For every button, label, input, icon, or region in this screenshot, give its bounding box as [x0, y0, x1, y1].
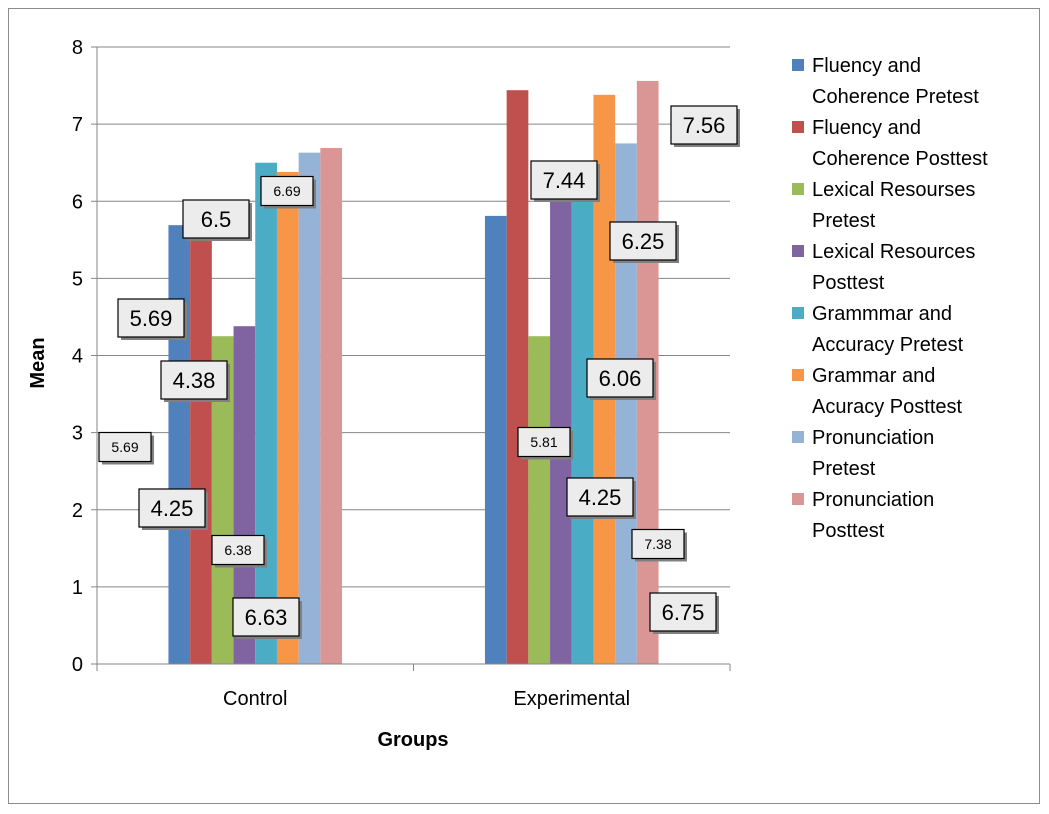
legend-swatch — [792, 183, 804, 195]
legend-label: Fluency and — [812, 117, 921, 139]
bar — [168, 225, 191, 664]
y-tick-label: 2 — [72, 500, 83, 522]
data-label: 6.25 — [622, 229, 665, 254]
legend-label: Coherence Posttest — [812, 148, 988, 170]
bar — [320, 148, 343, 664]
legend-label: Acuracy Posttest — [812, 396, 963, 418]
data-label: 5.69 — [130, 306, 173, 331]
data-label: 7.44 — [543, 168, 586, 193]
legend-swatch — [792, 493, 804, 505]
data-label-box — [117, 298, 185, 338]
data-label-box — [609, 221, 677, 261]
y-tick-label: 7 — [72, 114, 83, 136]
data-label-box — [586, 358, 654, 398]
legend-label: Lexical Resourses — [812, 179, 975, 201]
legend-label: Posttest — [812, 520, 885, 542]
legend: Fluency and Coherence Pretest Fluency and C… — [792, 55, 988, 542]
data-label-box — [517, 426, 571, 458]
bar — [190, 225, 212, 664]
legend-label: Grammmar and — [812, 303, 952, 325]
bar — [255, 162, 277, 664]
legend-label: Fluency and — [812, 55, 921, 77]
data-label: 6.5 — [201, 207, 232, 232]
data-label: 7.56 — [683, 113, 726, 138]
bar — [276, 171, 299, 664]
legend-label: Posttest — [812, 272, 885, 294]
data-label-box — [160, 360, 228, 400]
data-label: 4.25 — [151, 496, 194, 521]
bar — [506, 90, 529, 664]
y-tick-label: 1 — [72, 577, 83, 599]
y-tick-label: 5 — [72, 268, 83, 290]
legend-label: Pretest — [812, 210, 876, 232]
data-label: 5.69 — [111, 439, 138, 455]
legend-swatch — [792, 59, 804, 71]
axes: 0 1 2 3 4 5 6 7 8 Control Experimental — [72, 37, 731, 710]
legend-label: Accuracy Pretest — [812, 334, 964, 356]
data-label: 4.38 — [173, 368, 216, 393]
data-label: 6.38 — [224, 542, 251, 558]
data-label-box — [530, 160, 598, 200]
y-tick-label: 6 — [72, 191, 83, 213]
bar — [484, 215, 507, 664]
legend-label: Pronunciation — [812, 489, 934, 511]
bar — [233, 326, 256, 664]
data-label-box — [211, 534, 265, 566]
bar — [571, 181, 594, 664]
data-labels: 5.69 5.81 5.69 7.44 4.25 4.25 4.38 6.06 6.5 6.25 6… — [98, 105, 740, 639]
y-tick-label: 4 — [72, 346, 83, 368]
x-tick-label: Experimental — [513, 688, 630, 710]
legend-swatch — [792, 307, 804, 319]
legend-swatch — [792, 369, 804, 381]
legend-label: Pronunciation — [812, 427, 934, 449]
legend-label: Lexical Resources — [812, 241, 975, 263]
data-label-box — [566, 477, 634, 517]
data-label-box — [182, 199, 250, 239]
y-tick-label: 0 — [72, 654, 83, 676]
data-label: 6.63 — [245, 605, 288, 630]
data-label: 5.81 — [530, 434, 557, 450]
data-label-box — [232, 597, 300, 637]
data-label-box — [670, 105, 738, 145]
legend-label: Coherence Pretest — [812, 86, 979, 108]
legend-label: Pretest — [812, 458, 876, 480]
y-tick-label: 8 — [72, 37, 83, 59]
y-tick-label: 3 — [72, 423, 83, 445]
legend-label: Grammar and — [812, 365, 935, 387]
data-label: 4.25 — [579, 485, 622, 510]
y-axis-title: Mean — [27, 337, 49, 388]
data-label-box — [260, 175, 314, 207]
legend-swatch — [792, 431, 804, 443]
bar — [211, 336, 234, 664]
legend-swatch — [792, 121, 804, 133]
data-label: 6.69 — [273, 183, 300, 199]
data-label-box — [631, 528, 685, 560]
bar — [298, 152, 321, 664]
data-label-box — [649, 592, 717, 632]
legend-swatch — [792, 245, 804, 257]
bar — [528, 336, 551, 664]
x-tick-label: Control — [223, 688, 287, 710]
x-axis-title: Groups — [377, 729, 448, 751]
data-label: 7.38 — [644, 536, 671, 552]
data-label-box — [138, 488, 206, 528]
data-label: 6.75 — [662, 600, 705, 625]
data-label: 6.06 — [599, 366, 642, 391]
data-label-box — [98, 431, 152, 463]
